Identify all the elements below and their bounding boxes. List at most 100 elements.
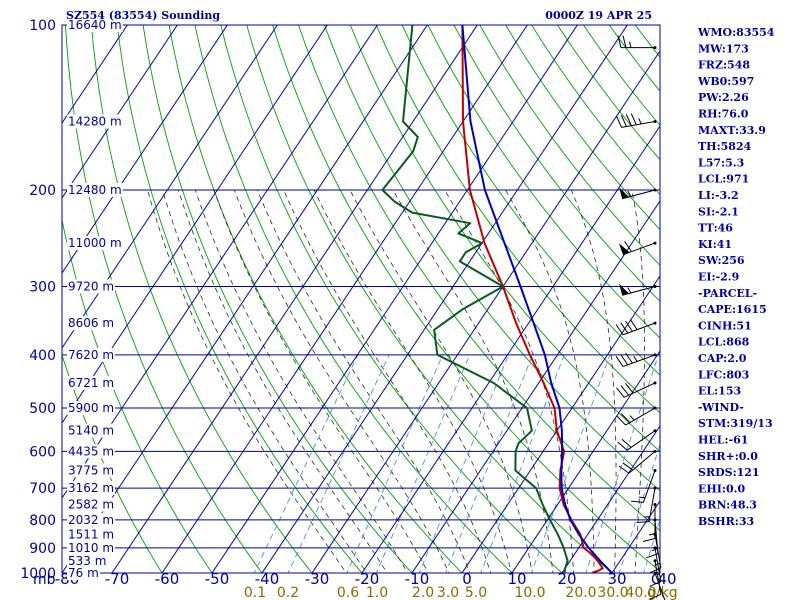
- index-value: EL:153: [698, 385, 741, 398]
- pressure-tick-label: 500: [29, 401, 56, 417]
- temperature-tick-label: -50: [205, 570, 230, 588]
- dry-adiabat: [323, 25, 660, 492]
- pressure-tick-label: 900: [29, 541, 56, 557]
- indices-panel: WMO:83554 MW:173 FRZ:548 WB0:597 PW:2.26 RH:7…: [697, 26, 775, 528]
- wind-barb: [616, 113, 657, 128]
- height-label: 5140 m: [67, 423, 116, 438]
- svg-text:3162 m: 3162 m: [68, 481, 114, 495]
- svg-text:14280 m: 14280 m: [68, 114, 122, 128]
- temperature-tick-label: -60: [155, 570, 180, 588]
- mixing-ratio-label: 0.6: [337, 585, 359, 600]
- x-unit-right: C: [651, 572, 661, 588]
- svg-text:5140 m: 5140 m: [68, 424, 114, 438]
- pressure-tick-label: 100: [29, 18, 56, 34]
- height-label: 5900 m: [67, 401, 116, 416]
- index-value: TT:46: [698, 222, 733, 235]
- mixing-ratio-label: 30.0: [597, 585, 628, 600]
- pressure-tick-label: 800: [29, 513, 56, 529]
- svg-text:8606 m: 8606 m: [68, 316, 114, 330]
- index-value: -WIND-: [698, 401, 744, 414]
- index-value: STM:319/13: [698, 417, 773, 430]
- mixing-ratio-line: [346, 354, 444, 573]
- mixing-ratio-line: [375, 354, 471, 573]
- temperature-tick-label: 40: [657, 570, 676, 588]
- index-value: FRZ:548: [698, 59, 750, 72]
- dry-adiabat: [427, 25, 660, 339]
- height-label: 7620 m: [67, 347, 116, 362]
- mixing-ratio-label: 1.0: [366, 585, 388, 600]
- mixing-ratio-line: [643, 517, 660, 573]
- index-value: MW:173: [698, 42, 749, 55]
- moist-adiabat: [194, 189, 409, 573]
- height-label: 533 m: [67, 553, 108, 568]
- wind-barb: [631, 468, 657, 503]
- temperature-tick-label: -10: [405, 570, 430, 588]
- moist-adiabat: [313, 189, 512, 573]
- svg-text:2582 m: 2582 m: [68, 498, 114, 512]
- index-value: LI:-3.2: [698, 189, 739, 202]
- isotherm: [261, 25, 628, 573]
- dry-adiabat: [62, 353, 163, 573]
- mixing-ratio-line: [445, 354, 533, 573]
- mixing-ratio-label: 40.0: [625, 585, 656, 600]
- index-value: LCL:971: [698, 173, 749, 186]
- svg-text:12480 m: 12480 m: [68, 183, 122, 197]
- svg-text:2032 m: 2032 m: [68, 513, 114, 527]
- svg-text:3775 m: 3775 m: [68, 463, 114, 477]
- height-label: 9720 m: [67, 279, 116, 294]
- pressure-tick-label: 1000: [20, 566, 56, 582]
- temperature-tick-label: 10: [507, 570, 526, 588]
- temperature-tick-label: 0: [462, 570, 472, 588]
- dry-adiabat: [272, 25, 660, 572]
- index-value: RH:76.0: [698, 108, 749, 121]
- height-label: 11000 m: [67, 236, 123, 251]
- wind-barb: [616, 406, 657, 426]
- svg-text:4435 m: 4435 m: [68, 444, 114, 458]
- height-label: 2032 m: [67, 512, 116, 527]
- index-value: BSHR:33: [698, 515, 754, 528]
- index-value: SRDS:121: [698, 466, 760, 479]
- index-value: LFC:803: [698, 368, 749, 381]
- wind-barb: [615, 352, 657, 368]
- index-value: CINH:51: [698, 319, 752, 332]
- mixing-ratio-label: 2.0: [412, 585, 434, 600]
- svg-text:9720 m: 9720 m: [68, 279, 114, 293]
- height-label: 16640 m: [67, 18, 123, 32]
- svg-text:5900 m: 5900 m: [68, 401, 114, 415]
- wind-barb: [617, 429, 657, 451]
- mixing-ratio-label: 0.2: [277, 585, 299, 600]
- svg-text:11000 m: 11000 m: [68, 236, 122, 250]
- mixing-ratio-line: [585, 354, 659, 573]
- dry-adiabat: [142, 25, 413, 573]
- dry-adiabat: [194, 25, 513, 573]
- chart-time: 0000Z 19 APR 25: [545, 9, 652, 22]
- svg-text:533 m: 533 m: [68, 554, 106, 568]
- dry-adiabat: [479, 25, 660, 266]
- temperature-tick-label: -30: [305, 570, 330, 588]
- isotherm: [461, 275, 660, 573]
- wind-barb: [618, 449, 657, 474]
- pressure-tick-label: 400: [29, 348, 56, 364]
- index-value: EI:-2.9: [698, 271, 739, 284]
- temperature-tick-label: -20: [355, 570, 380, 588]
- wind-barb: [617, 35, 657, 50]
- moist-adiabat: [283, 189, 492, 573]
- index-value: KI:41: [698, 238, 732, 251]
- mixing-ratio-label: 0.1: [244, 585, 266, 600]
- height-label: 14280 m: [67, 114, 123, 129]
- mixing-ratio-label: 3.0: [437, 585, 459, 600]
- height-label: 12480 m: [67, 182, 123, 197]
- moist-adiabat: [256, 189, 471, 573]
- wind-barb: [618, 241, 657, 256]
- index-value: SHR+:0.0: [698, 450, 758, 463]
- wind-barb: [619, 283, 657, 296]
- isotherm: [511, 350, 660, 573]
- height-label: 2582 m: [67, 497, 116, 512]
- index-value: TH:5824: [698, 140, 752, 153]
- isotherm: [211, 25, 578, 573]
- isotherm: [62, 25, 178, 199]
- height-label: 6721 m: [67, 375, 116, 390]
- index-value: WMO:83554: [697, 26, 775, 39]
- moist-adiabat: [233, 189, 450, 573]
- grid-layer: [62, 25, 660, 573]
